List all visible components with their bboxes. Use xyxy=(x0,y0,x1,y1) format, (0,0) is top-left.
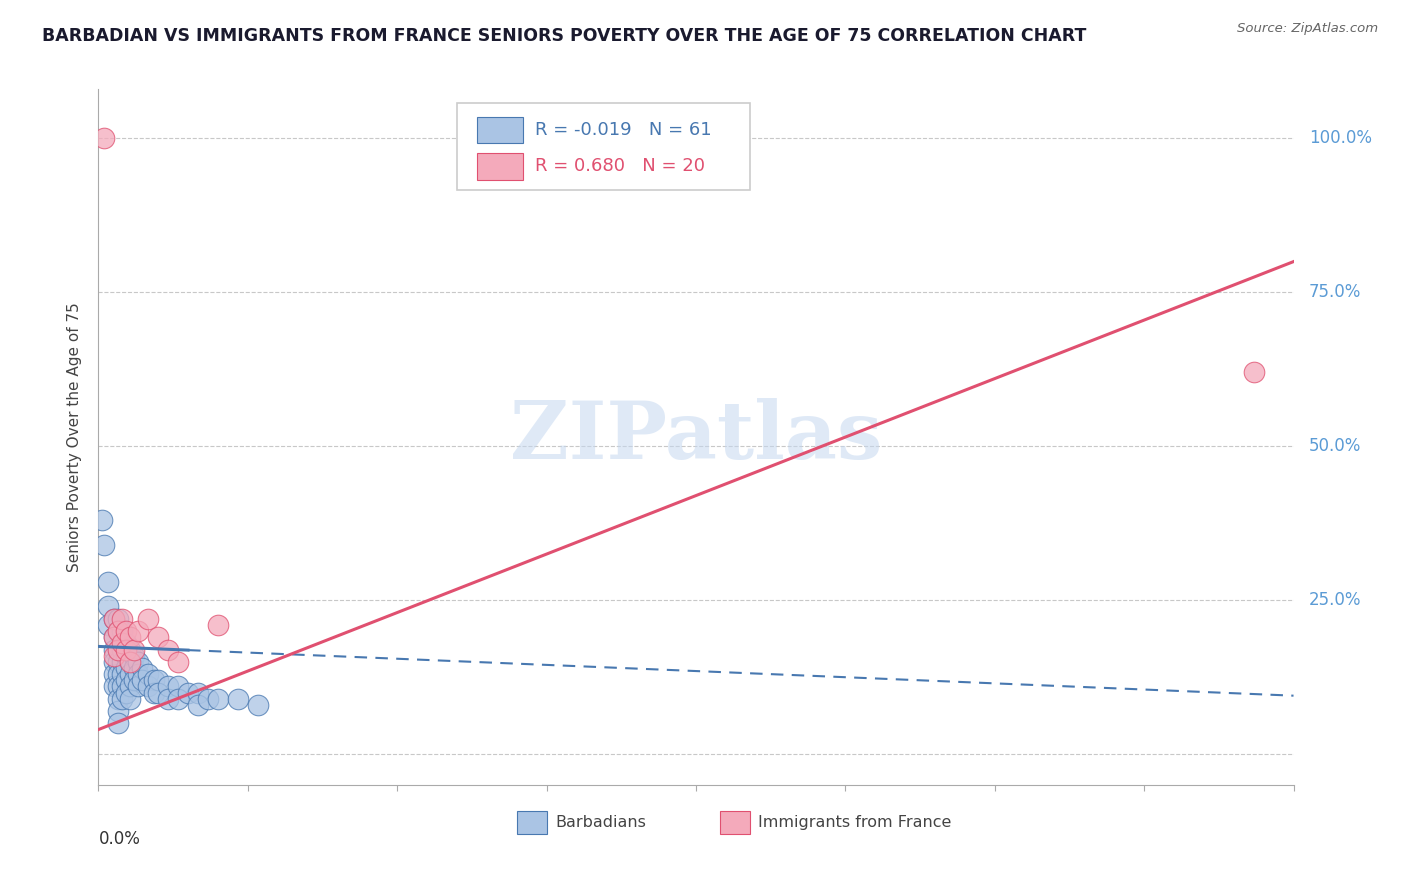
FancyBboxPatch shape xyxy=(517,811,547,834)
Point xyxy=(177,685,200,699)
Point xyxy=(157,691,180,706)
Point xyxy=(127,680,149,694)
Point xyxy=(167,680,190,694)
Point xyxy=(143,673,166,688)
Point xyxy=(167,655,190,669)
Point xyxy=(120,630,142,644)
Point xyxy=(131,661,153,675)
Point xyxy=(136,667,159,681)
Point xyxy=(120,667,142,681)
FancyBboxPatch shape xyxy=(720,811,749,834)
Text: 50.0%: 50.0% xyxy=(1309,437,1361,455)
Point xyxy=(148,673,170,688)
Point xyxy=(143,685,166,699)
Point xyxy=(91,513,114,527)
Point xyxy=(107,704,129,718)
Point xyxy=(103,667,125,681)
Point xyxy=(97,574,120,589)
Point xyxy=(127,655,149,669)
Point xyxy=(115,624,138,638)
Point xyxy=(115,661,138,675)
Text: 25.0%: 25.0% xyxy=(1309,591,1361,609)
Text: 100.0%: 100.0% xyxy=(1309,129,1372,147)
Point xyxy=(107,624,129,638)
Point xyxy=(107,691,129,706)
Point xyxy=(115,648,138,663)
Y-axis label: Seniors Poverty Over the Age of 75: Seniors Poverty Over the Age of 75 xyxy=(67,302,83,572)
Point xyxy=(107,642,129,657)
Text: 75.0%: 75.0% xyxy=(1309,284,1361,301)
Text: Barbadians: Barbadians xyxy=(555,815,645,830)
Point xyxy=(207,618,229,632)
Point xyxy=(124,648,146,663)
Point xyxy=(246,698,269,712)
Text: Immigrants from France: Immigrants from France xyxy=(758,815,952,830)
Point xyxy=(107,716,129,731)
Text: R = -0.019   N = 61: R = -0.019 N = 61 xyxy=(534,121,711,139)
Point xyxy=(124,673,146,688)
Point xyxy=(93,131,115,145)
Point xyxy=(103,648,125,663)
Point xyxy=(120,691,142,706)
Point xyxy=(103,642,125,657)
Point xyxy=(120,655,142,669)
Point xyxy=(107,667,129,681)
Point xyxy=(115,636,138,650)
Text: BARBADIAN VS IMMIGRANTS FROM FRANCE SENIORS POVERTY OVER THE AGE OF 75 CORRELATI: BARBADIAN VS IMMIGRANTS FROM FRANCE SENI… xyxy=(42,27,1087,45)
Point xyxy=(120,680,142,694)
Point xyxy=(111,636,134,650)
Point xyxy=(136,680,159,694)
Point xyxy=(131,673,153,688)
Point xyxy=(148,685,170,699)
Point xyxy=(103,655,125,669)
Point xyxy=(107,642,129,657)
Point xyxy=(93,538,115,552)
Point xyxy=(127,667,149,681)
Point xyxy=(120,642,142,657)
Point xyxy=(111,642,134,657)
Point xyxy=(97,618,120,632)
Point xyxy=(187,698,209,712)
Point xyxy=(120,655,142,669)
Point xyxy=(115,642,138,657)
Point xyxy=(103,630,125,644)
Point xyxy=(107,680,129,694)
Point xyxy=(111,624,134,638)
Point xyxy=(97,599,120,614)
Point xyxy=(115,685,138,699)
Point xyxy=(167,691,190,706)
Point xyxy=(111,612,134,626)
Point xyxy=(103,680,125,694)
Point xyxy=(157,680,180,694)
FancyBboxPatch shape xyxy=(477,153,523,179)
Point xyxy=(103,630,125,644)
Point xyxy=(111,667,134,681)
Point xyxy=(1243,366,1265,380)
Text: ZIPatlas: ZIPatlas xyxy=(510,398,882,476)
Point xyxy=(124,642,146,657)
Point xyxy=(187,685,209,699)
Point xyxy=(115,673,138,688)
Point xyxy=(124,661,146,675)
Point xyxy=(111,691,134,706)
FancyBboxPatch shape xyxy=(477,117,523,144)
Point xyxy=(111,680,134,694)
Point xyxy=(107,624,129,638)
Point xyxy=(226,691,249,706)
Point xyxy=(148,630,170,644)
Point xyxy=(103,612,125,626)
Point xyxy=(197,691,219,706)
Point xyxy=(107,655,129,669)
Text: R = 0.680   N = 20: R = 0.680 N = 20 xyxy=(534,157,704,176)
FancyBboxPatch shape xyxy=(457,103,749,190)
Point xyxy=(207,691,229,706)
Text: Source: ZipAtlas.com: Source: ZipAtlas.com xyxy=(1237,22,1378,36)
Point xyxy=(127,624,149,638)
Text: 0.0%: 0.0% xyxy=(98,830,141,848)
Point xyxy=(136,612,159,626)
Point xyxy=(103,612,125,626)
Point xyxy=(111,655,134,669)
Point xyxy=(157,642,180,657)
Point xyxy=(107,612,129,626)
